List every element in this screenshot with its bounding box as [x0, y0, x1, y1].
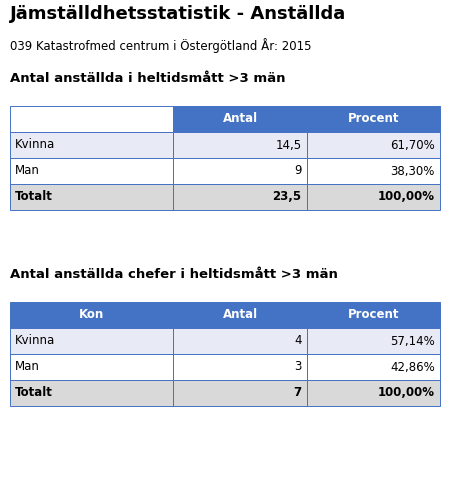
- Text: Jämställdhetsstatistik - Anställda: Jämställdhetsstatistik - Anställda: [10, 5, 346, 23]
- Text: 42,86%: 42,86%: [390, 360, 435, 374]
- Bar: [10, 106, 173, 132]
- Bar: [173, 106, 307, 132]
- Text: 61,70%: 61,70%: [390, 139, 435, 152]
- Text: Procent: Procent: [348, 112, 399, 126]
- Text: 14,5: 14,5: [276, 139, 302, 152]
- Text: 4: 4: [294, 334, 302, 347]
- Bar: [307, 184, 440, 210]
- Bar: [307, 132, 440, 158]
- Text: 100,00%: 100,00%: [378, 387, 435, 400]
- Text: Totalt: Totalt: [15, 387, 53, 400]
- Text: Antal: Antal: [223, 112, 258, 126]
- Text: 7: 7: [294, 387, 302, 400]
- Text: Antal: Antal: [223, 309, 258, 322]
- Text: Kvinna: Kvinna: [15, 334, 55, 347]
- Bar: [10, 132, 173, 158]
- Text: 3: 3: [295, 360, 302, 374]
- Bar: [10, 380, 173, 406]
- Bar: [173, 184, 307, 210]
- Bar: [307, 302, 440, 328]
- Text: Kvinna: Kvinna: [15, 139, 55, 152]
- Text: 23,5: 23,5: [273, 190, 302, 203]
- Bar: [307, 354, 440, 380]
- Text: Man: Man: [15, 165, 40, 177]
- Bar: [173, 302, 307, 328]
- Bar: [173, 354, 307, 380]
- Bar: [10, 158, 173, 184]
- Text: 100,00%: 100,00%: [378, 190, 435, 203]
- Text: Antal anställda i heltidsmått >3 män: Antal anställda i heltidsmått >3 män: [10, 72, 286, 85]
- Text: 57,14%: 57,14%: [390, 334, 435, 347]
- Bar: [307, 328, 440, 354]
- Bar: [173, 132, 307, 158]
- Text: 039 Katastrofmed centrum i Östergötland År: 2015: 039 Katastrofmed centrum i Östergötland …: [10, 38, 312, 53]
- Text: Man: Man: [15, 360, 40, 374]
- Text: Procent: Procent: [348, 309, 399, 322]
- Bar: [173, 158, 307, 184]
- Text: 38,30%: 38,30%: [391, 165, 435, 177]
- Bar: [10, 354, 173, 380]
- Text: Kon: Kon: [79, 309, 104, 322]
- Bar: [10, 184, 173, 210]
- Bar: [307, 158, 440, 184]
- Bar: [10, 302, 173, 328]
- Bar: [173, 380, 307, 406]
- Bar: [307, 106, 440, 132]
- Bar: [307, 380, 440, 406]
- Text: 9: 9: [294, 165, 302, 177]
- Bar: [10, 328, 173, 354]
- Text: Totalt: Totalt: [15, 190, 53, 203]
- Text: Antal anställda chefer i heltidsmått >3 män: Antal anställda chefer i heltidsmått >3 …: [10, 268, 338, 281]
- Bar: [173, 328, 307, 354]
